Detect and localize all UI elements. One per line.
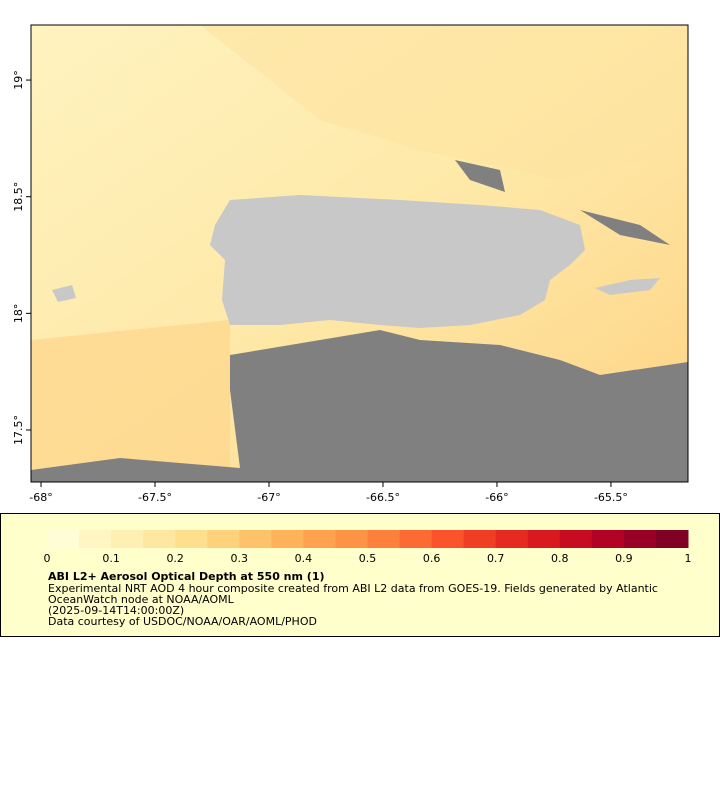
colorbar-tick-label: 0.2: [166, 552, 184, 565]
caption-line: Experimental NRT AOD 4 hour composite cr…: [48, 582, 658, 595]
colorbar-segment: [559, 530, 593, 548]
colorbar-segment: [655, 530, 689, 548]
colorbar-segment: [143, 530, 176, 548]
x-tick-label: -66.5°: [366, 491, 400, 504]
no-data-area: [31, 330, 688, 482]
colorbar-tick-label: 1: [685, 552, 692, 565]
colorbar-tick-label: 0.3: [231, 552, 249, 565]
land: [210, 195, 585, 328]
colorbar-segment: [207, 530, 240, 548]
colorbar-tick-label: 0.4: [295, 552, 313, 565]
colorbar-segment: [303, 530, 336, 548]
x-tick-label: -66°: [485, 491, 508, 504]
colorbar-segment: [623, 530, 657, 548]
caption-line: OceanWatch node at NOAA/AOML: [48, 593, 235, 606]
colorbar-segment: [47, 530, 80, 548]
colorbar-segment: [399, 530, 433, 548]
colorbar-segment: [495, 530, 529, 548]
colorbar-tick-label: 0.1: [102, 552, 120, 565]
colorbar-tick-label: 0: [44, 552, 51, 565]
colorbar-segment: [239, 530, 272, 548]
no-data-area: [580, 210, 670, 245]
caption-title: ABI L2+ Aerosol Optical Depth at 550 nm …: [48, 570, 325, 583]
x-tick-label: -67.5°: [138, 491, 172, 504]
colorbar-segment: [335, 530, 368, 548]
no-data-area: [455, 160, 505, 192]
colorbar-segment: [591, 530, 625, 548]
land: [595, 278, 660, 295]
x-tick-label: -65.5°: [594, 491, 628, 504]
colorbar-segment: [463, 530, 497, 548]
x-tick-label: -68°: [29, 491, 52, 504]
colorbar-segment: [175, 530, 208, 548]
colorbar-segment: [527, 530, 561, 548]
land: [52, 285, 76, 302]
x-tick-label: -67°: [257, 491, 280, 504]
map: [30, 24, 689, 483]
colorbar-segment: [431, 530, 465, 548]
caption-line: Data courtesy of USDOC/NOAA/OAR/AOML/PHO…: [48, 615, 317, 628]
colorbar-tick-label: 0.8: [551, 552, 569, 565]
colorbar-segment: [79, 530, 112, 548]
y-tick-label: 17.5°: [12, 415, 25, 445]
y-tick-label: 18°: [12, 304, 25, 324]
colorbar-tick-label: 0.6: [423, 552, 441, 565]
map-frame: [30, 24, 689, 483]
haze-band: [31, 320, 230, 482]
colorbar-segment: [271, 530, 304, 548]
haze-band: [31, 25, 688, 180]
caption-line: (2025-09-14T14:00:00Z): [48, 604, 184, 617]
colorbar-tick-label: 0.5: [359, 552, 377, 565]
colorbar-tick-label: 0.9: [615, 552, 633, 565]
y-tick-label: 18.5°: [12, 182, 25, 212]
colorbar-segment: [367, 530, 401, 548]
y-tick-label: 19°: [12, 70, 25, 90]
colorbar-segment: [111, 530, 144, 548]
colorbar-tick-label: 0.7: [487, 552, 505, 565]
